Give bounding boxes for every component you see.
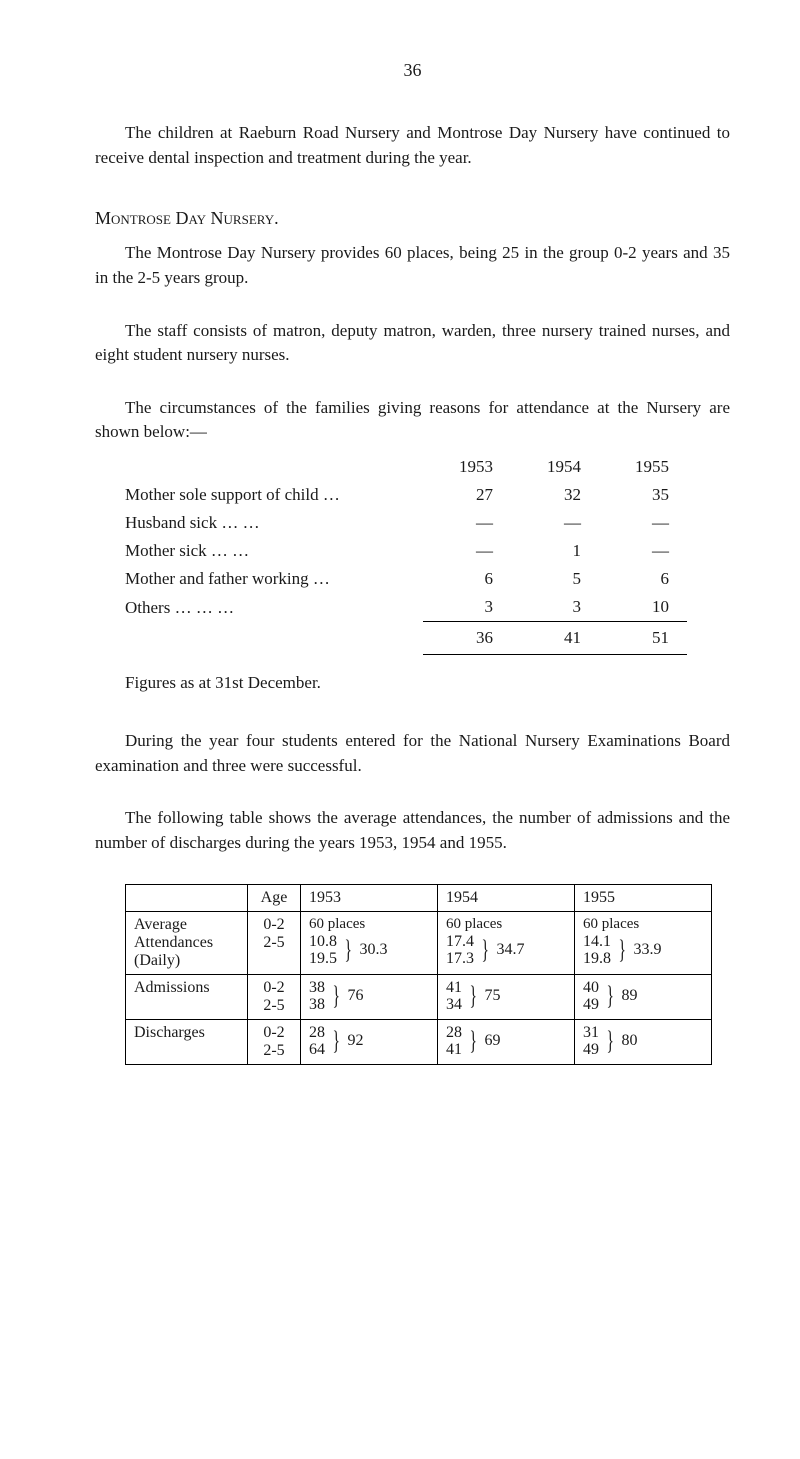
table-row: Admissions 0-22-5 3838 } 76 4134 } 75 40… xyxy=(126,974,712,1019)
table-header-row: Age 1953 1954 1955 xyxy=(126,884,712,911)
paragraph: The circumstances of the families giving… xyxy=(95,396,730,445)
paragraph: During the year four students entered fo… xyxy=(95,729,730,778)
document-page: 36 The children at Raeburn Road Nursery … xyxy=(0,0,800,1145)
year-header: 1955 xyxy=(599,453,687,481)
paragraph: The following table shows the average at… xyxy=(95,806,730,855)
table-row: Mother sole support of child … 27 32 35 xyxy=(125,481,687,509)
table-row: Husband sick … … — — — xyxy=(125,509,687,537)
brace-icon: } xyxy=(469,1031,476,1052)
table-row: Average Attendances (Daily) 0-22-5 60 pl… xyxy=(126,911,712,974)
brace-icon: } xyxy=(606,986,613,1007)
reasons-table: 1953 1954 1955 Mother sole support of ch… xyxy=(125,453,687,655)
brace-icon: } xyxy=(481,940,488,961)
table-row: Mother sick … … — 1 — xyxy=(125,537,687,565)
table-row: Discharges 0-22-5 2864 } 92 2841 } 69 31… xyxy=(126,1019,712,1064)
table-total-row: 36 41 51 xyxy=(125,622,687,655)
attendance-table: Age 1953 1954 1955 Average Attendances (… xyxy=(125,884,712,1065)
brace-icon: } xyxy=(469,986,476,1007)
brace-icon: } xyxy=(618,940,625,961)
paragraph: The children at Raeburn Road Nursery and… xyxy=(95,121,730,170)
paragraph: The Montrose Day Nursery provides 60 pla… xyxy=(95,241,730,290)
section-heading: Montrose Day Nursery. xyxy=(95,208,730,229)
table-row: Others … … … 3 3 10 xyxy=(125,593,687,622)
table-header-row: 1953 1954 1955 xyxy=(125,453,687,481)
brace-icon: } xyxy=(344,940,351,961)
year-header: 1954 xyxy=(511,453,599,481)
figure-caption: Figures as at 31st December. xyxy=(125,673,730,693)
paragraph: The staff consists of matron, deputy mat… xyxy=(95,319,730,368)
page-number: 36 xyxy=(95,60,730,81)
brace-icon: } xyxy=(606,1031,613,1052)
table-row: Mother and father working … 6 5 6 xyxy=(125,565,687,593)
year-header: 1953 xyxy=(423,453,511,481)
brace-icon: } xyxy=(332,1031,339,1052)
brace-icon: } xyxy=(332,986,339,1007)
